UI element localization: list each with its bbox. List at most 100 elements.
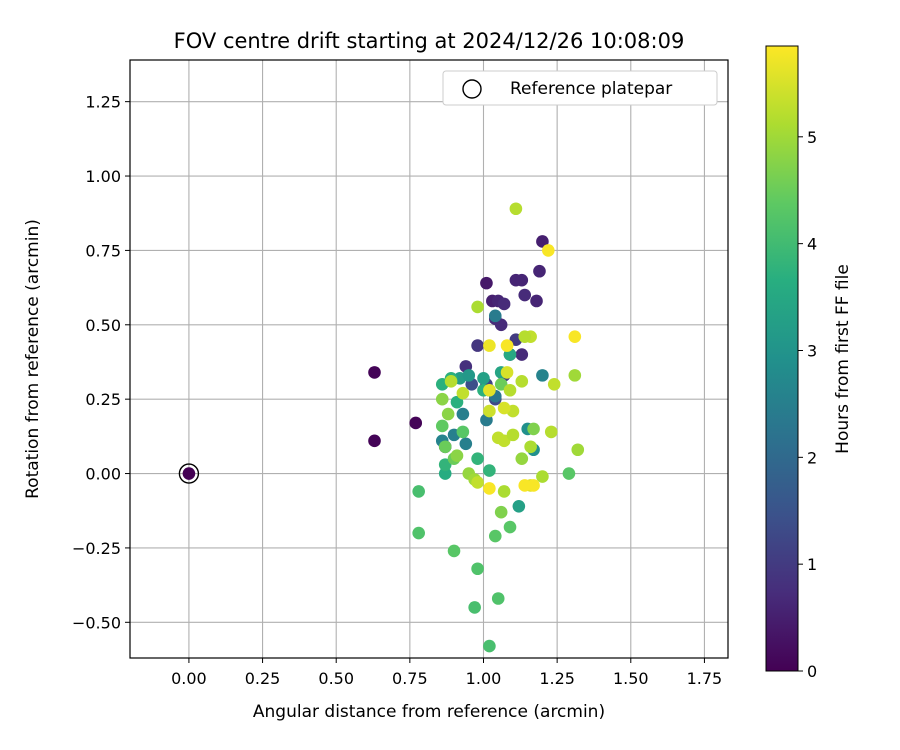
colorbar-tick-label: 3 xyxy=(807,341,817,360)
data-point xyxy=(438,440,452,454)
data-point xyxy=(456,425,470,439)
x-tick-label: 0.25 xyxy=(245,669,281,688)
data-point xyxy=(494,318,508,332)
data-point xyxy=(471,476,484,489)
x-tick-label: 0.75 xyxy=(392,669,428,688)
data-point xyxy=(518,288,532,302)
data-point xyxy=(435,392,449,406)
data-point xyxy=(488,309,502,323)
x-tick-label: 1.25 xyxy=(539,669,575,688)
plot-frame xyxy=(129,59,729,659)
data-point xyxy=(533,264,546,278)
data-point xyxy=(536,470,549,483)
data-point xyxy=(506,428,520,442)
data-point xyxy=(518,479,532,492)
data-point xyxy=(441,407,455,421)
data-point xyxy=(471,339,484,352)
data-point xyxy=(491,592,505,605)
x-tick-label: 1.75 xyxy=(687,669,723,688)
x-axis-label: Angular distance from reference (arcmin) xyxy=(253,702,605,722)
data-point xyxy=(471,452,484,465)
data-point xyxy=(435,419,449,433)
y-axis-ticks: −0.50 −0.25 0.00 0.25 0.50 0.75 1.00 1.25 xyxy=(72,93,130,632)
data-point xyxy=(412,526,425,540)
data-point xyxy=(568,369,582,382)
data-point xyxy=(515,348,529,361)
data-point xyxy=(447,544,461,558)
data-point xyxy=(497,485,511,498)
data-point xyxy=(571,443,585,457)
data-point xyxy=(456,386,470,400)
data-point xyxy=(494,377,508,391)
reference-ring xyxy=(178,463,200,484)
y-tick-label: −0.50 xyxy=(72,613,121,632)
data-point xyxy=(497,401,511,415)
data-point xyxy=(459,437,473,451)
data-point xyxy=(544,425,558,439)
data-point xyxy=(462,369,476,382)
data-point xyxy=(483,404,496,418)
data-point xyxy=(412,485,425,498)
reference-point xyxy=(182,467,196,480)
data-point xyxy=(480,276,493,290)
data-point xyxy=(515,452,529,465)
colorbar-ticks: 0 1 2 3 4 5 xyxy=(798,128,817,681)
data-point xyxy=(450,395,464,409)
data-point xyxy=(483,639,496,653)
data-point xyxy=(512,499,526,513)
data-point xyxy=(409,416,423,430)
colorbar-tick-label: 0 xyxy=(807,662,817,681)
x-tick-label: 0.50 xyxy=(318,669,354,688)
data-point xyxy=(368,434,381,448)
chart-title: FOV centre drift starting at 2024/12/26 … xyxy=(174,29,685,53)
legend-label: Reference platepar xyxy=(510,79,672,99)
data-point xyxy=(530,294,543,308)
colorbar: 0 1 2 3 4 5 Hours from first FF file xyxy=(765,45,853,681)
data-point xyxy=(527,479,540,492)
data-point xyxy=(527,422,540,436)
data-point xyxy=(509,202,523,216)
colorbar-tick-label: 2 xyxy=(807,448,817,467)
data-point xyxy=(547,377,561,391)
colorbar-label: Hours from first FF file xyxy=(833,264,853,454)
colorbar-tick-label: 4 xyxy=(807,235,817,254)
data-point xyxy=(477,372,490,385)
data-point xyxy=(494,505,508,519)
data-point xyxy=(568,330,582,343)
y-tick-label: 0.25 xyxy=(85,390,121,409)
y-tick-label: 1.00 xyxy=(85,167,121,186)
y-tick-label: 0.50 xyxy=(85,316,121,335)
data-point xyxy=(368,366,381,379)
data-point xyxy=(471,562,484,576)
data-point xyxy=(497,297,511,311)
y-tick-label: 0.00 xyxy=(85,465,121,484)
reference-marker xyxy=(178,463,200,484)
data-point xyxy=(515,375,529,388)
data-point xyxy=(488,529,502,543)
x-tick-label: 1.00 xyxy=(466,669,502,688)
data-points xyxy=(368,202,585,653)
data-point xyxy=(562,467,576,480)
data-point xyxy=(444,375,458,388)
x-tick-label: 1.50 xyxy=(613,669,649,688)
data-point xyxy=(438,458,452,471)
y-axis-label: Rotation from reference (arcmin) xyxy=(23,219,43,499)
legend-marker-icon xyxy=(462,79,482,99)
legend-box xyxy=(442,70,718,106)
data-point xyxy=(536,235,549,248)
data-point xyxy=(468,601,481,614)
data-point xyxy=(524,440,537,454)
data-point xyxy=(483,339,496,352)
grid-lines xyxy=(130,60,728,658)
data-point xyxy=(503,383,517,397)
data-point xyxy=(536,369,549,382)
x-axis-ticks: 0.00 0.25 0.50 0.75 1.00 1.25 1.50 1.75 xyxy=(171,658,722,688)
data-point xyxy=(471,300,484,314)
data-point xyxy=(515,273,529,287)
y-tick-label: −0.25 xyxy=(72,539,121,558)
data-point xyxy=(483,482,496,495)
legend: Reference platepar xyxy=(442,70,718,106)
y-tick-label: 1.25 xyxy=(85,93,121,112)
data-point xyxy=(500,339,514,352)
